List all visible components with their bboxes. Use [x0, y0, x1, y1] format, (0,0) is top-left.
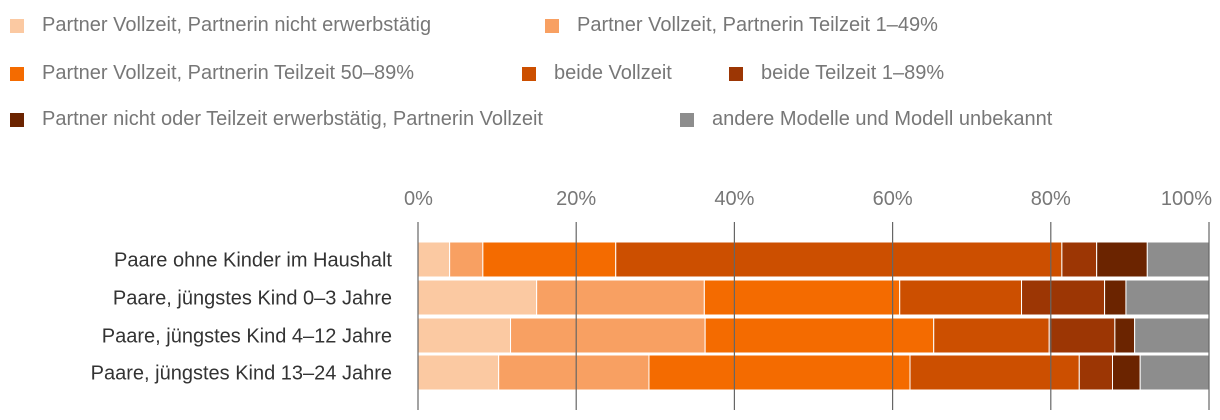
- bar-segment: [909, 354, 1080, 391]
- legend-swatch: [545, 18, 559, 33]
- category-label: Paare, jüngstes Kind 0–3 Jahre: [113, 288, 392, 310]
- legend-item: beide Teilzeit 1–89%: [729, 62, 944, 85]
- category-labels-group: Paare ohne Kinder im Haushalt Paare, jüng…: [91, 250, 393, 385]
- bar-segment: [1125, 279, 1210, 316]
- tick-label: 0%: [404, 188, 433, 210]
- bar-segment: [417, 279, 538, 316]
- bar-segment: [482, 241, 617, 278]
- legend-label: Partner Vollzeit, Partnerin nicht erwerb…: [42, 14, 432, 36]
- gridlines-group: [417, 222, 1210, 410]
- legend-swatch: [680, 112, 694, 127]
- legend-label: beide Teilzeit 1–89%: [761, 62, 945, 84]
- tick-label: 60%: [873, 188, 913, 210]
- legend-item: Partner Vollzeit, Partnerin Teilzeit 50–…: [10, 62, 414, 85]
- tick-labels-group: 0% 20% 40% 60% 80% 100%: [404, 188, 1212, 210]
- bar-segment: [1096, 241, 1148, 278]
- tick-label: 100%: [1161, 188, 1212, 210]
- legend-label: Partner nicht oder Teilzeit erwerbstätig…: [42, 108, 543, 130]
- bar-segment: [417, 317, 512, 354]
- tick-label: 20%: [556, 188, 596, 210]
- bar-segment: [1061, 241, 1098, 278]
- category-label: Paare ohne Kinder im Haushalt: [114, 250, 392, 272]
- bar-segment: [703, 279, 901, 316]
- bar-segment: [1111, 354, 1141, 391]
- bar-segment: [648, 354, 911, 391]
- legend-swatch: [10, 66, 24, 81]
- legend-swatch: [522, 66, 536, 81]
- category-label: Paare, jüngstes Kind 13–24 Jahre: [91, 363, 392, 385]
- bar-segment: [704, 317, 935, 354]
- legend-swatch: [10, 112, 24, 127]
- bar-segment: [498, 354, 650, 391]
- bar-segment: [417, 354, 500, 391]
- bar-segment: [933, 317, 1050, 354]
- bar-segment: [615, 241, 1063, 278]
- legend-item: beide Vollzeit: [522, 62, 672, 85]
- legend-item: andere Modelle und Modell unbekannt: [680, 108, 1052, 131]
- bar-segment: [449, 241, 484, 278]
- legend-swatch: [729, 66, 743, 81]
- legend-item: Partner nicht oder Teilzeit erwerbstätig…: [10, 108, 543, 131]
- bar-segment: [1021, 279, 1106, 316]
- category-label: Paare, jüngstes Kind 4–12 Jahre: [102, 326, 392, 348]
- legend-label: Partner Vollzeit, Partnerin Teilzeit 1–4…: [577, 14, 938, 36]
- legend-swatch: [10, 18, 24, 33]
- bar-segment: [1139, 354, 1210, 391]
- bar-segment: [1114, 317, 1136, 354]
- legend-item: Partner Vollzeit, Partnerin nicht erwerb…: [10, 14, 431, 37]
- bars-group: [417, 241, 1210, 391]
- tick-label: 80%: [1031, 188, 1071, 210]
- bar-segment: [1134, 317, 1210, 354]
- bar-segment: [899, 279, 1023, 316]
- legend-label: Partner Vollzeit, Partnerin Teilzeit 50–…: [42, 62, 415, 84]
- legend-item: Partner Vollzeit, Partnerin Teilzeit 1–4…: [545, 14, 938, 37]
- bar-segment: [536, 279, 705, 316]
- bar-segment: [510, 317, 706, 354]
- bar-segment: [1048, 317, 1116, 354]
- legend-label: beide Vollzeit: [554, 62, 672, 84]
- bar-segment: [1146, 241, 1210, 278]
- bar-segment: [417, 241, 451, 278]
- bar-segment: [1078, 354, 1113, 391]
- bar-segment: [1104, 279, 1127, 316]
- tick-label: 40%: [714, 188, 754, 210]
- legend-label: andere Modelle und Modell unbekannt: [712, 108, 1053, 130]
